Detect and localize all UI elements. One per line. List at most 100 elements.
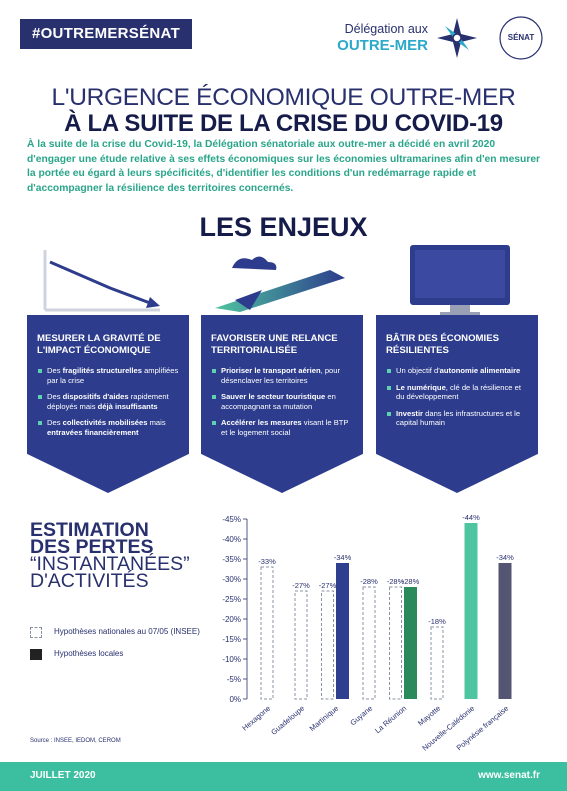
- date: JUILLET 2020: [30, 770, 96, 781]
- bar: [389, 586, 402, 700]
- bullet: Des dispositifs d'aides rapidement déplo…: [38, 392, 181, 411]
- y-tick-label: -5%: [227, 675, 241, 684]
- chart-icon: [43, 250, 160, 312]
- chart-title-line: ESTIMATION: [30, 519, 149, 541]
- bullet-text: mais: [147, 418, 166, 428]
- title: À LA SUITE DE LA CRISE DU COVID-19: [64, 110, 503, 137]
- bullet: Accélérer les mesures visant le BTP et l…: [212, 418, 355, 437]
- legend-label: Hypothèses locales: [54, 649, 124, 658]
- panel-heading: MESURER LA GRAVITÉ DE L'IMPACT ÉCONOMIQU…: [37, 333, 161, 356]
- x-tick-label: Hexagone: [240, 704, 272, 733]
- chart-title: ESTIMATION DES PERTES “INSTANTANÉES” D'ACTI…: [30, 519, 210, 592]
- value-label: -28%: [402, 577, 420, 586]
- monitor-icon: [410, 245, 510, 315]
- value-label: -27%: [319, 581, 337, 590]
- y-tick-label: 0%: [229, 695, 241, 704]
- bullet-strong: entravées financièrement: [47, 427, 139, 437]
- value-label: -33%: [258, 557, 276, 566]
- panel-heading: BÂTIR DES ÉCONOMIES RÉSILIENTES: [386, 333, 500, 356]
- bullet: Le numérique, clé de la résilience et du…: [387, 382, 530, 402]
- value-label: -28%: [387, 577, 405, 586]
- url[interactable]: www.senat.fr: [478, 770, 540, 781]
- intro: À la suite de la crise du Covid-19, la D…: [27, 139, 541, 194]
- chart-title-line: DES PERTES: [30, 536, 154, 558]
- bullet-text: , pour désenclaver les territoires: [221, 366, 341, 385]
- bar: [464, 523, 478, 699]
- plane-icon: [215, 256, 345, 312]
- y-tick-label: -20%: [222, 615, 241, 624]
- bullet-text: Des: [47, 418, 63, 428]
- bullet-text: en accompagnant sa mutation: [221, 392, 336, 411]
- bullet-strong: Accélérer les mesures: [221, 418, 302, 428]
- legend-swatch: [30, 627, 42, 638]
- bullet: Prioriser le transport aérien, pour dése…: [212, 366, 355, 385]
- legend-item: Hypothèses locales: [30, 649, 210, 660]
- value-label: -34%: [496, 553, 514, 562]
- panel: BÂTIR DES ÉCONOMIES RÉSILIENTES Un object…: [376, 315, 538, 493]
- y-tick-label: -35%: [222, 555, 241, 564]
- bullet-strong: collectivités mobilisées: [62, 418, 148, 428]
- panel: FAVORISER UNE RELANCE TERRITORIALISÉE Pri…: [201, 315, 363, 493]
- x-tick-label: Martinique: [308, 704, 341, 733]
- bullet-text: Des: [47, 366, 63, 375]
- hashtag: #OUTREMERSÉNAT: [20, 19, 192, 49]
- y-tick-label: -25%: [222, 595, 241, 604]
- value-label: -18%: [428, 617, 446, 626]
- bullet-text: , clé de la résilience et du développeme…: [396, 382, 521, 402]
- bullet-text: rapidement déployés mais: [47, 392, 169, 411]
- section-title: LES ENJEUX: [199, 212, 368, 242]
- bullet: Investir dans les infrastructures et le …: [387, 408, 530, 428]
- x-tick-label: Guadeloupe: [269, 704, 306, 737]
- bullet-strong: Sauver le secteur touristique: [221, 392, 326, 402]
- delegation: Délégation aux: [344, 22, 428, 36]
- bar: [498, 563, 512, 699]
- bar: [336, 563, 349, 699]
- x-tick-label: Guyane: [348, 704, 374, 728]
- senat: SÉNAT: [507, 33, 535, 42]
- chart-title-line: D'ACTIVITÉS: [30, 570, 149, 592]
- y-tick-label: -10%: [222, 655, 241, 664]
- y-tick-label: -15%: [222, 635, 241, 644]
- bullet: Un objectif d'autonomie alimentaire: [387, 366, 530, 376]
- source: Source : INSEE, IEDOM, CEROM: [30, 738, 121, 744]
- legend: Hypothèses nationales au 07/05 (INSEE) Hy…: [30, 627, 210, 671]
- value-label: -27%: [292, 581, 310, 590]
- y-tick-label: -40%: [222, 535, 241, 544]
- bar: [430, 626, 444, 700]
- bullet: Sauver le secteur touristique en accompa…: [212, 392, 355, 411]
- y-tick-label: -45%: [222, 515, 241, 524]
- chart-title-line: “INSTANTANÉES”: [30, 553, 190, 575]
- x-tick-label: La Réunion: [373, 704, 408, 736]
- panel: MESURER LA GRAVITÉ DE L'IMPACT ÉCONOMIQU…: [27, 315, 189, 493]
- bar: [321, 590, 334, 700]
- bar: [404, 587, 417, 699]
- bullet: Des fragilités structurelles amplifiées …: [38, 366, 181, 385]
- delegation: OUTRE-MER: [337, 37, 428, 54]
- title: L'URGENCE ÉCONOMIQUE OUTRE-MER: [51, 84, 516, 111]
- bullet-list: Prioriser le transport aérien, pour dése…: [211, 366, 355, 438]
- bullet-text: dans les infrastructures et le capital h…: [396, 408, 521, 428]
- value-label: -34%: [334, 553, 352, 562]
- x-tick-label: Mayotte: [416, 704, 442, 728]
- bullet-strong: autonomie alimentaire: [439, 366, 521, 375]
- bullet-strong: Le numérique: [396, 382, 446, 392]
- bullet-list: Un objectif d'autonomie alimentaire Le nu…: [386, 366, 530, 428]
- y-tick-label: -30%: [222, 575, 241, 584]
- panel-heading: FAVORISER UNE RELANCE TERRITORIALISÉE: [211, 333, 338, 356]
- bar: [260, 566, 274, 700]
- legend-item: Hypothèses nationales au 07/05 (INSEE): [30, 627, 210, 638]
- bullet-text: visant le BTP et le logement social: [221, 418, 349, 437]
- bullet: Des collectivités mobilisées mais entrav…: [38, 418, 181, 437]
- legend-swatch: [30, 649, 42, 660]
- bullet-strong: Prioriser le transport aérien: [221, 366, 321, 375]
- value-label: -44%: [462, 513, 480, 522]
- footer: [0, 762, 567, 791]
- bar: [294, 590, 308, 700]
- bullet-strong: déjà insuffisants: [97, 401, 158, 411]
- compass-logo: [437, 18, 477, 58]
- bullet-list: Des fragilités structurelles amplifiées …: [37, 366, 181, 438]
- bullet-strong: dispositifs d'aides: [62, 392, 129, 402]
- legend-label: Hypothèses nationales au 07/05 (INSEE): [54, 627, 200, 636]
